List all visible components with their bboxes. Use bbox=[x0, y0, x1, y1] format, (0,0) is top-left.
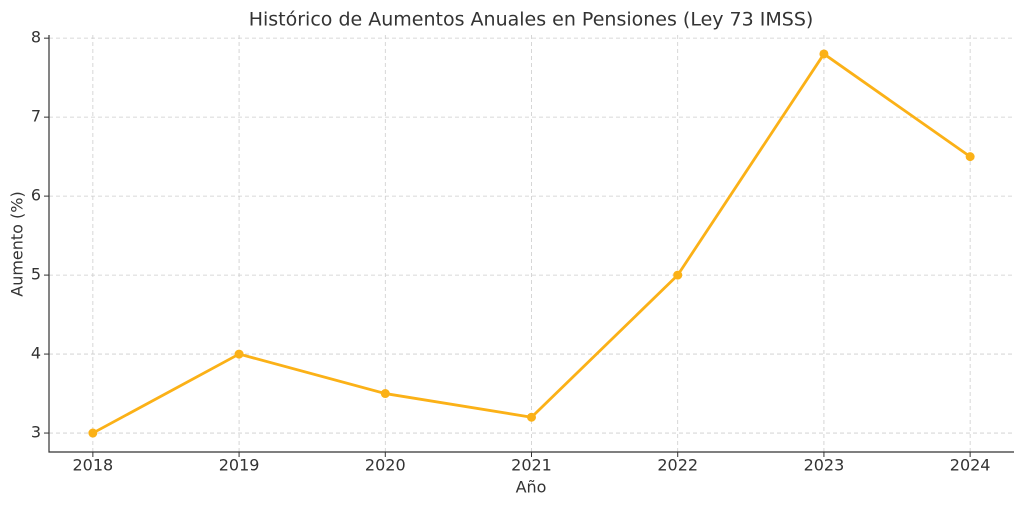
y-axis-label: Aumento (%) bbox=[8, 191, 27, 297]
x-tick-label: 2022 bbox=[657, 456, 698, 475]
x-tick-label: 2024 bbox=[950, 456, 991, 475]
y-tick-label: 8 bbox=[31, 28, 41, 47]
point bbox=[673, 270, 683, 280]
point bbox=[527, 412, 536, 422]
point bbox=[234, 349, 244, 359]
chart-title: Histórico de Aumentos Anuales en Pension… bbox=[249, 9, 814, 31]
x-tick-label: 2020 bbox=[365, 456, 406, 475]
grid bbox=[49, 35, 1014, 452]
line bbox=[92, 52, 971, 435]
point bbox=[819, 49, 829, 59]
y-tick-label: 4 bbox=[31, 344, 41, 363]
x-tick-label: 2019 bbox=[219, 456, 260, 475]
x-tick-label: 2023 bbox=[804, 456, 845, 475]
x-tick-label: 2021 bbox=[511, 456, 552, 475]
point bbox=[380, 389, 390, 399]
axes bbox=[48, 35, 1014, 453]
y-tick-label: 6 bbox=[31, 186, 41, 205]
point bbox=[965, 152, 975, 162]
y-tick-label: 5 bbox=[31, 265, 41, 284]
x-axis-label: Año bbox=[516, 478, 547, 497]
y-tick-label: 7 bbox=[31, 107, 41, 126]
point bbox=[88, 428, 98, 438]
y-tick-label: 3 bbox=[31, 423, 41, 442]
x-tick-label: 2018 bbox=[73, 456, 114, 475]
